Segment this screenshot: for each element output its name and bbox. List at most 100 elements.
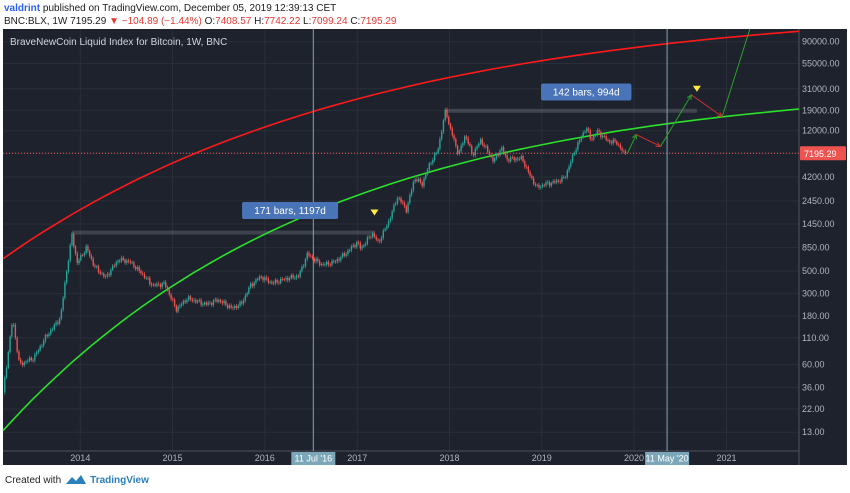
candle-body <box>324 264 326 266</box>
time-axis[interactable] <box>3 451 799 465</box>
down-triangle-icon <box>692 85 701 92</box>
price-tick-label: 90000.00 <box>802 37 840 47</box>
candle-body <box>486 146 489 152</box>
author-link[interactable]: valdrint <box>4 3 41 14</box>
close-label: C: <box>350 16 361 27</box>
candle-body <box>320 264 323 266</box>
candle-body <box>94 265 96 267</box>
candle-body <box>83 253 86 256</box>
candle-body <box>564 177 567 178</box>
candle-body <box>502 147 505 153</box>
candle-body <box>177 306 179 312</box>
projection-arrowhead <box>686 93 692 100</box>
candle-body <box>166 287 169 290</box>
candle-body <box>600 131 602 138</box>
candle-body <box>462 143 464 146</box>
candle-body <box>469 143 471 146</box>
price-tick-label: 500.00 <box>802 266 830 276</box>
candle-body <box>124 259 126 263</box>
candle-body <box>364 243 367 246</box>
chart-title: BraveNewCoin Liquid Index for Bitcoin, 1… <box>10 37 227 48</box>
candle-body <box>410 190 413 195</box>
tradingview-brand[interactable]: TradingView <box>90 474 149 486</box>
candle-body <box>127 260 130 262</box>
time-tick-label: 2018 <box>440 453 460 463</box>
price-tick-label: 4200.00 <box>802 172 835 182</box>
candle-body <box>267 278 270 283</box>
candle-body <box>96 266 98 268</box>
candle-body <box>400 197 402 203</box>
candle-body <box>241 301 243 304</box>
candle-body <box>446 109 448 118</box>
price-tick-label: 19000.00 <box>802 105 840 115</box>
tradingview-logo-icon <box>66 475 87 484</box>
candle-body <box>338 259 340 261</box>
chart[interactable]: 13.00 22.00 36.00 60.00 110.00 180.00 300.00 50… <box>0 29 850 471</box>
candle-body <box>297 275 300 277</box>
candle-body <box>205 302 208 305</box>
candle-body <box>334 261 337 263</box>
candle-body <box>226 304 229 308</box>
candle-body <box>605 136 607 141</box>
last-value: 7195.29 <box>70 16 107 27</box>
candle-body <box>368 236 370 238</box>
candle-body <box>51 328 54 330</box>
candle-body <box>402 202 404 203</box>
candle-body <box>143 274 146 279</box>
candle-body <box>578 140 581 143</box>
candle-body <box>292 274 294 278</box>
candle-body <box>214 299 216 301</box>
candle-body <box>165 282 167 288</box>
candle-body <box>76 253 78 264</box>
candle-body <box>46 335 48 337</box>
candle-body <box>290 274 293 279</box>
candle-body <box>244 295 247 301</box>
down-triangle-icon <box>370 209 379 216</box>
candle-body <box>490 155 492 157</box>
footer: Created with TradingView <box>5 474 149 486</box>
candle-body <box>557 180 560 182</box>
candle-body <box>593 135 595 140</box>
candle-body <box>481 139 484 145</box>
candle-body <box>7 352 10 368</box>
candle-body <box>414 179 416 182</box>
close-value: 7195.29 <box>360 16 397 27</box>
candle-body <box>161 283 163 288</box>
candle-body <box>120 257 123 262</box>
candle-body <box>331 260 333 266</box>
candle-body <box>62 297 64 310</box>
candle-body <box>32 359 34 361</box>
candle-body <box>520 156 522 160</box>
candle-body <box>349 250 351 252</box>
projection-segment <box>660 94 692 147</box>
candle-body <box>311 255 314 259</box>
candle-body <box>389 218 392 221</box>
candle-body <box>90 255 93 259</box>
open-value: 7408.57 <box>215 16 252 27</box>
candle-body <box>463 136 466 144</box>
candle-body <box>115 262 117 266</box>
vertical-line-date-bg <box>645 452 690 465</box>
candle-body <box>136 267 139 270</box>
candle-body <box>617 144 620 146</box>
candle-body <box>198 300 201 301</box>
projection-segment <box>691 94 723 118</box>
candle-body <box>499 150 501 156</box>
candle-body <box>74 246 77 254</box>
candle-body <box>601 135 604 138</box>
candle-body <box>200 300 202 305</box>
candle-body <box>145 277 147 279</box>
candle-body <box>281 278 284 280</box>
measure-boxes <box>71 108 697 235</box>
projection-path <box>626 29 751 155</box>
measure-label-bg <box>541 83 632 101</box>
candle-body <box>64 282 66 298</box>
candle-body <box>149 278 151 284</box>
price-axis[interactable] <box>799 29 847 465</box>
candle-body <box>460 145 462 152</box>
candle-body <box>531 175 533 179</box>
plot-area[interactable] <box>3 29 799 465</box>
candle-body <box>180 303 183 306</box>
candle-body <box>65 271 68 283</box>
channel-curves <box>2 30 800 432</box>
